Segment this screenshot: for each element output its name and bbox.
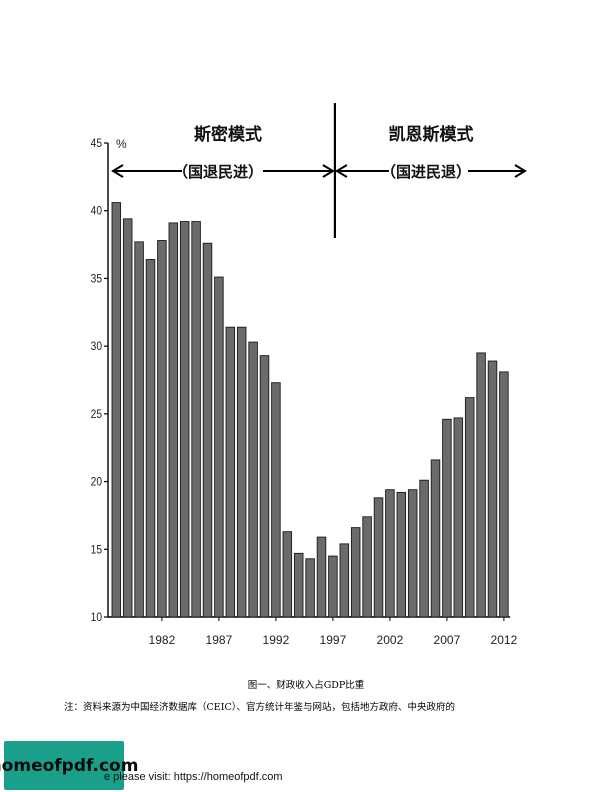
x-tick-label: 1982: [149, 633, 176, 647]
bar: [145, 259, 156, 618]
chart-annotations: 斯密模式 （国退民进） 凯恩斯模式 （国进民退）: [111, 103, 527, 238]
bar: [259, 355, 270, 618]
bar: [248, 341, 258, 618]
arrow-right-head-icon: [514, 164, 527, 178]
bar: [179, 221, 190, 618]
y-tick-label: 45: [91, 137, 102, 150]
x-tick-label: 1997: [320, 633, 347, 647]
bar: [134, 241, 144, 618]
bar: [499, 371, 509, 618]
bar: [419, 479, 429, 618]
x-tick-label: 2012: [491, 633, 518, 647]
smith-model-subtitle: （国退民进）: [173, 163, 263, 181]
arrow-right-head-icon: [322, 164, 335, 178]
smith-model-title: 斯密模式: [194, 124, 262, 145]
y-tick-label: 15: [91, 544, 102, 557]
bar: [407, 489, 418, 618]
bar: [396, 491, 407, 618]
y-tick-label: 35: [91, 273, 102, 286]
y-tick-label: 25: [91, 408, 102, 421]
y-tick-label: 20: [91, 476, 102, 489]
bar: [476, 352, 486, 618]
bar: [225, 326, 236, 618]
bar: [305, 558, 315, 618]
x-tick-label: 2002: [377, 633, 404, 647]
bar: [236, 326, 247, 618]
bar: [350, 527, 361, 618]
bar: [328, 555, 338, 618]
bar: [271, 382, 281, 618]
footer-link-text[interactable]: e please visit: https://homeofpdf.com: [104, 771, 283, 783]
figure-note: 注：资料来源为中国经济数据库（CEIC）、官方统计年鉴与网站，包括地方政府、中央…: [64, 702, 455, 713]
x-tick-label: 1987: [206, 633, 233, 647]
bar: [430, 459, 441, 618]
y-unit-label: %: [116, 137, 127, 151]
bar: [373, 497, 384, 618]
bar: [168, 222, 179, 618]
bar: [202, 242, 213, 618]
brand-logo[interactable]: homeofpdf.com: [0, 741, 138, 790]
bar: [122, 218, 133, 618]
bar: [339, 543, 350, 618]
bar: [442, 418, 452, 618]
bar: [191, 221, 201, 618]
chart-axes: 10 15 20 25 30 35 40 45 % 1982 1987 1992 1997 2002 200…: [91, 137, 518, 647]
bar: [464, 397, 475, 618]
keynes-model-subtitle: （国进民退）: [381, 163, 471, 181]
x-tick-label: 1992: [263, 633, 290, 647]
brand-text: homeofpdf.com: [0, 755, 139, 776]
arrow-left-head-icon: [334, 164, 348, 178]
chart-bars: [111, 202, 509, 618]
x-tick-label: 2007: [434, 633, 461, 647]
bar: [385, 489, 395, 618]
y-tick-label: 40: [91, 205, 102, 218]
bar: [214, 276, 224, 618]
bar: [157, 240, 167, 618]
y-tick-label: 30: [91, 340, 102, 353]
bar: [293, 552, 304, 618]
bar: [453, 417, 464, 618]
arrow-left-head-icon: [111, 164, 124, 178]
bar: [111, 202, 122, 618]
figure-caption: 图一、财政收入占GDP比重: [247, 680, 365, 691]
bar: [487, 360, 498, 618]
bar: [316, 536, 327, 618]
y-tick-label: 10: [91, 611, 102, 624]
bar: [282, 531, 293, 618]
bar: [362, 516, 372, 618]
keynes-model-title: 凯恩斯模式: [389, 124, 474, 145]
